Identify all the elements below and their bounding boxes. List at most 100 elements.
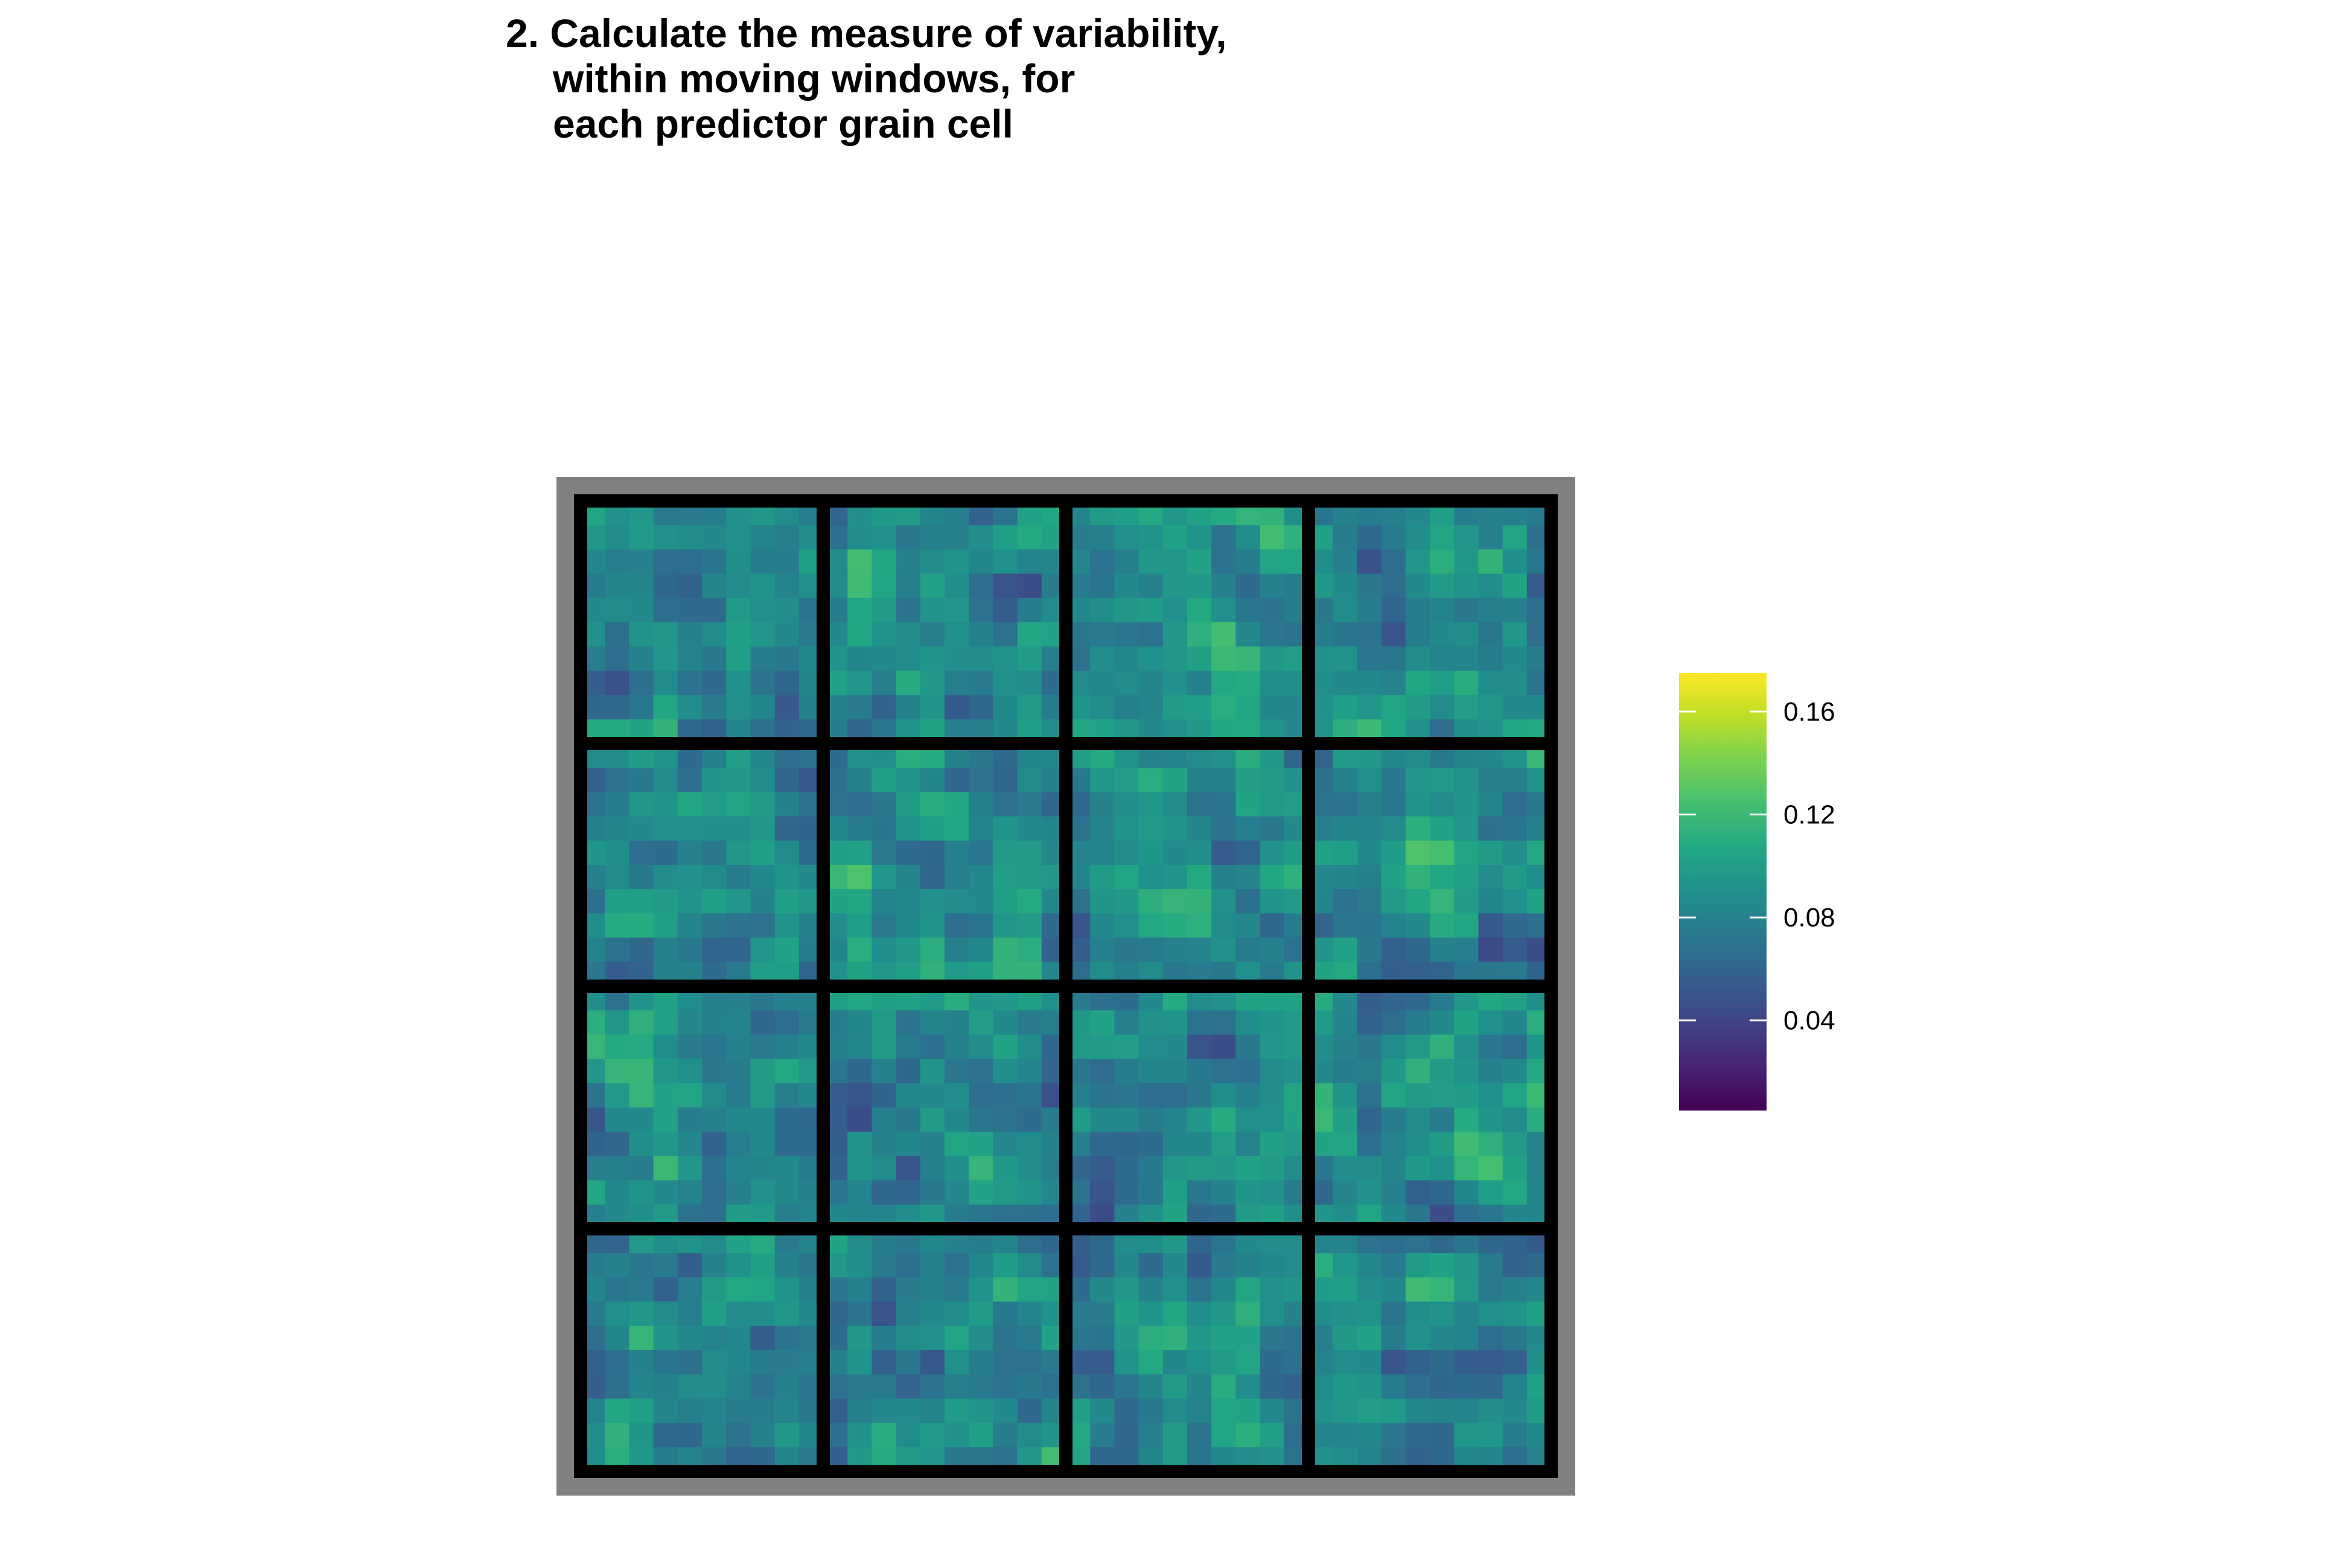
heatmap-cell — [1357, 865, 1382, 890]
heatmap-cell — [1114, 622, 1139, 647]
heatmap-cell — [677, 768, 703, 792]
heatmap-cell — [872, 1301, 897, 1327]
heatmap-cell — [1357, 889, 1382, 914]
heatmap-cell — [1405, 792, 1430, 817]
heatmap-cell — [1454, 1325, 1479, 1351]
heatmap-cell — [1260, 913, 1285, 939]
heatmap-cell — [896, 1325, 921, 1351]
heatmap-cell — [726, 840, 751, 865]
heatmap-cell — [1381, 525, 1406, 550]
heatmap-cell — [629, 598, 654, 623]
heatmap-cell — [1333, 889, 1357, 914]
heatmap-cell — [1260, 549, 1285, 575]
heatmap-cell — [1138, 1301, 1164, 1327]
heatmap-cell — [847, 913, 872, 939]
heatmap-cell — [993, 1083, 1018, 1108]
heatmap-cell — [1187, 1277, 1212, 1302]
heatmap-cell — [993, 1010, 1018, 1035]
heatmap-cell — [1187, 792, 1212, 817]
heatmap-cell — [969, 865, 993, 890]
heatmap-cell — [1454, 768, 1479, 792]
heatmap-cell — [1211, 1301, 1236, 1327]
heatmap-cell — [1454, 1107, 1479, 1132]
heatmap-cell — [993, 1107, 1018, 1132]
heatmap-cell — [920, 1301, 945, 1327]
heatmap-cell — [1478, 1398, 1503, 1424]
heatmap-cell — [750, 792, 776, 817]
heatmap-cell — [1090, 913, 1115, 939]
heatmap-cell — [1017, 598, 1042, 623]
heatmap-cell — [1090, 816, 1115, 841]
heatmap-cell — [872, 1083, 897, 1108]
heatmap-cell — [1211, 1107, 1236, 1132]
heatmap-cell — [847, 1083, 872, 1108]
heatmap-cell — [702, 695, 727, 720]
heatmap-cell — [969, 1156, 993, 1181]
heatmap-cell — [1162, 1010, 1188, 1035]
heatmap-cell — [1114, 1107, 1139, 1132]
heatmap-cell — [677, 525, 703, 550]
heatmap-cell — [677, 816, 703, 841]
heatmap-cell — [993, 549, 1018, 575]
heatmap-cell — [872, 768, 897, 792]
heatmap-cell — [774, 1083, 800, 1108]
heatmap-cell — [1138, 792, 1164, 817]
heatmap-cell — [1211, 889, 1236, 914]
heatmap-cell — [1138, 840, 1164, 865]
heatmap-cell — [1333, 768, 1357, 792]
heatmap-cell — [1260, 889, 1285, 914]
heatmap-cell — [920, 1034, 945, 1060]
heatmap-cell — [1478, 937, 1503, 963]
heatmap-cell — [1430, 695, 1455, 720]
heatmap-cell — [726, 1083, 751, 1108]
heatmap-cell — [1502, 937, 1528, 963]
heatmap-cell — [896, 573, 921, 599]
heatmap-cell — [993, 1277, 1018, 1302]
heatmap-cell — [653, 865, 678, 890]
heatmap-cell — [629, 1423, 654, 1448]
heatmap-cell — [1017, 1083, 1042, 1108]
heatmap-cell — [774, 1059, 800, 1084]
heatmap-cell — [1333, 1423, 1357, 1448]
heatmap-cell — [993, 840, 1018, 865]
heatmap-cell — [1235, 937, 1261, 963]
heatmap-cell — [896, 1374, 921, 1399]
heatmap-cell — [1211, 1156, 1236, 1181]
heatmap-cell — [993, 1253, 1018, 1278]
heatmap-cell — [920, 622, 945, 647]
heatmap-cell — [1090, 1010, 1115, 1035]
heatmap-cell — [945, 1010, 969, 1035]
heatmap-cell — [605, 1059, 629, 1084]
heatmap-cell — [847, 1350, 872, 1375]
heatmap-cell — [653, 695, 678, 720]
heatmap-cell — [1478, 1034, 1503, 1060]
heatmap-cell — [1478, 840, 1503, 865]
heatmap-cell — [1430, 913, 1455, 939]
heatmap-cell — [1430, 865, 1455, 890]
heatmap-cell — [847, 1132, 872, 1156]
heatmap-cell — [945, 937, 969, 963]
heatmap-cell — [702, 1180, 727, 1205]
heatmap-cell — [1478, 646, 1503, 671]
heatmap-cell — [1114, 840, 1139, 865]
heatmap-cell — [1211, 1083, 1236, 1108]
heatmap-cell — [1357, 622, 1382, 647]
heatmap-cell — [1138, 1132, 1164, 1156]
heatmap-cell — [1211, 937, 1236, 963]
heatmap-cell — [1114, 695, 1139, 720]
heatmap-cell — [677, 695, 703, 720]
heatmap-cell — [774, 1398, 800, 1424]
heatmap-cell — [1090, 1253, 1115, 1278]
heatmap-cell — [1138, 816, 1164, 841]
heatmap-cell — [1454, 1253, 1479, 1278]
heatmap-cell — [1260, 525, 1285, 550]
heatmap-cell — [1430, 573, 1455, 599]
heatmap-cell — [920, 1350, 945, 1375]
heatmap-cell — [629, 646, 654, 671]
heatmap-cell — [750, 598, 776, 623]
heatmap-cell — [969, 1059, 993, 1084]
heatmap-cell — [677, 840, 703, 865]
heatmap-cell — [1187, 1156, 1212, 1181]
heatmap-cell — [726, 1010, 751, 1035]
heatmap-cell — [1138, 889, 1164, 914]
